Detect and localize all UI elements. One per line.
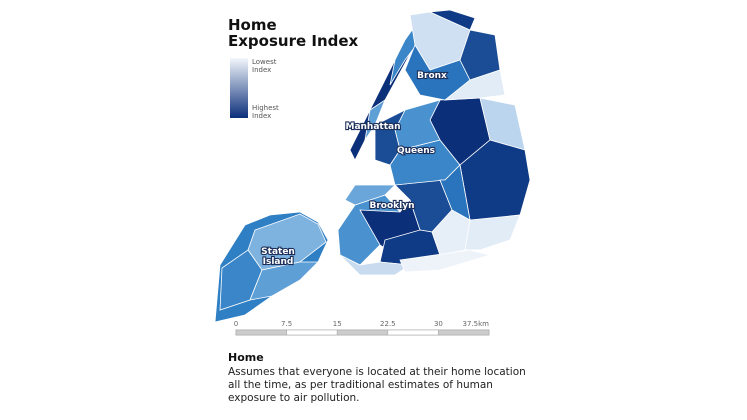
scale-bar: 0 7.5 15 22.5 30 37.5km: [234, 320, 490, 336]
caption-title: Home: [228, 351, 264, 364]
legend-label: Index: [252, 66, 271, 74]
scale-segment: [387, 329, 439, 336]
scale-tick: 37.5km: [463, 320, 490, 328]
legend-gradient: [230, 58, 248, 118]
legend-label: Lowest: [252, 58, 277, 66]
borough-label: Staten: [261, 247, 295, 257]
borough-label: Manhattan: [345, 122, 400, 132]
borough-label: Bronx: [417, 71, 447, 81]
borough-label: Brooklyn: [369, 201, 414, 211]
caption-line: all the time, as per traditional estimat…: [228, 379, 493, 391]
title: Exposure Index: [228, 32, 359, 50]
scale-segment: [336, 329, 389, 336]
scale-segment: [438, 329, 490, 336]
scale-segment: [235, 329, 287, 336]
scale-tick: 30: [434, 320, 443, 328]
borough-label: Queens: [397, 146, 435, 156]
scale-tick: 7.5: [281, 320, 292, 328]
map: [214, 9, 531, 323]
caption-line: Assumes that everyone is located at thei…: [228, 366, 526, 378]
scale-tick: 15: [333, 320, 342, 328]
legend-label: Highest: [252, 104, 279, 112]
scale-tick: 22.5: [380, 320, 396, 328]
borough-label: Island: [263, 257, 294, 267]
legend-label: Index: [252, 112, 271, 120]
title: Home: [228, 16, 277, 34]
scale-segment: [286, 329, 338, 336]
scale-tick: 0: [234, 320, 238, 328]
caption-line: exposure to air pollution.: [228, 392, 360, 404]
